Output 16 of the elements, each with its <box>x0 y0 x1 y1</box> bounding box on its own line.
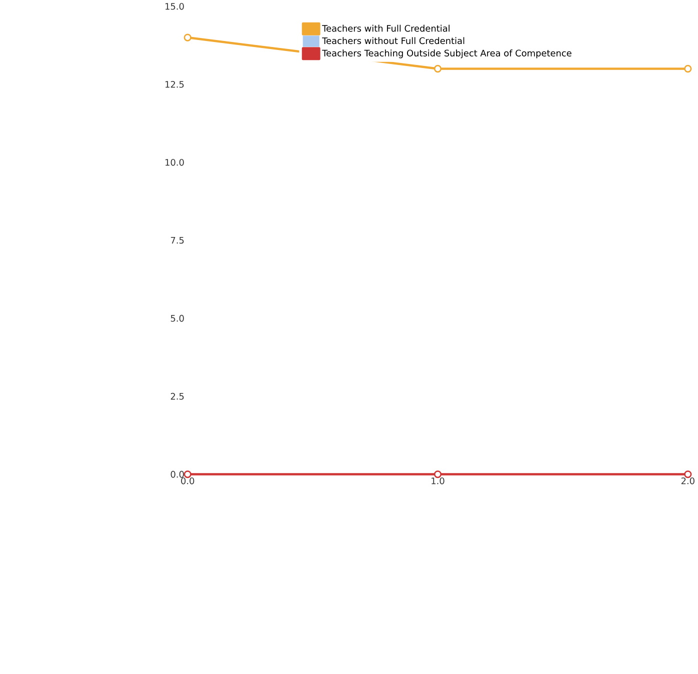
point <box>184 34 192 42</box>
x-tick-label: 2.0 <box>681 477 694 484</box>
y-tick-label: 15.0 <box>166 2 184 10</box>
point <box>434 64 442 73</box>
legend-label: Teachers Teaching Outside Subject Area of Competence <box>322 50 572 58</box>
y-tick-label: 10.0 <box>166 158 184 166</box>
y-tick-label: 12.5 <box>166 80 184 88</box>
legend-label: Teachers with Full Credential <box>322 24 450 32</box>
x-tick-label: 0.0 <box>181 477 194 484</box>
x-tick-label: 1.0 <box>432 477 444 484</box>
point <box>684 64 692 73</box>
y-tick-label: 2.5 <box>170 392 184 400</box>
y-tick-label: 7.5 <box>170 237 184 244</box>
y-tick-label: 0.0 <box>170 470 184 478</box>
legend-label: Teachers without Full Credential <box>322 37 464 44</box>
y-tick-label: 5.0 <box>170 314 184 322</box>
